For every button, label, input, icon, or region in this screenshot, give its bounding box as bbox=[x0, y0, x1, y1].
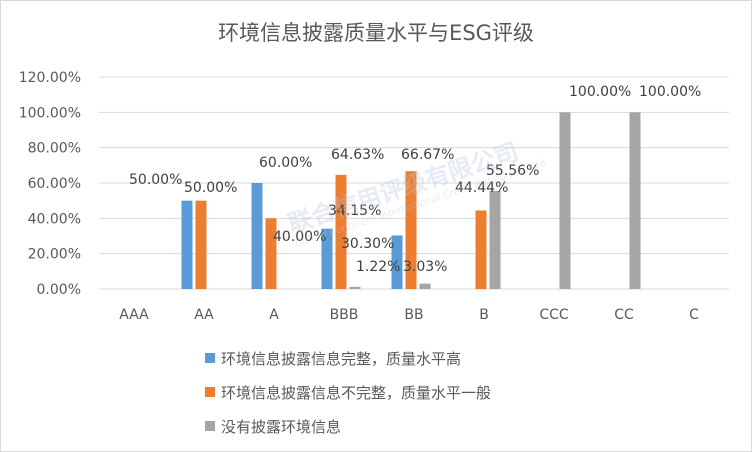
y-tick-label: 0.00% bbox=[37, 282, 81, 298]
legend-swatch bbox=[205, 353, 215, 363]
bar bbox=[195, 200, 207, 289]
legend-swatch bbox=[205, 387, 215, 397]
legend: 环境信息披露信息完整，质量水平高环境信息披露信息不完整，质量水平一般 没有披露环境… bbox=[205, 341, 491, 443]
bar bbox=[349, 286, 361, 289]
data-label: 1.22% bbox=[356, 259, 400, 275]
bar bbox=[321, 228, 333, 289]
chart-title: 环境信息披露质量水平与ESG评级 bbox=[218, 21, 534, 45]
bar bbox=[265, 218, 277, 289]
bar bbox=[475, 210, 487, 289]
data-label: 44.44% bbox=[455, 180, 508, 196]
bar bbox=[391, 235, 403, 289]
legend-label: 环境信息披露信息不完整，质量水平一般 bbox=[221, 383, 492, 402]
bar bbox=[335, 174, 347, 289]
data-label: 30.30% bbox=[341, 236, 394, 252]
bar bbox=[559, 112, 571, 289]
bar bbox=[251, 183, 263, 289]
data-label: 40.00% bbox=[273, 229, 326, 245]
data-label: 3.03% bbox=[403, 259, 447, 275]
y-tick-label: 80.00% bbox=[28, 141, 81, 157]
bar bbox=[629, 112, 641, 289]
data-label: 34.15% bbox=[328, 203, 381, 219]
bar bbox=[405, 171, 417, 289]
data-label: 66.67% bbox=[401, 147, 454, 163]
x-tick-label: C bbox=[689, 307, 699, 323]
bar bbox=[489, 190, 501, 289]
x-tick-label: BB bbox=[404, 307, 423, 323]
data-label: 60.00% bbox=[259, 155, 312, 171]
legend-item: 没有披露环境信息 bbox=[205, 409, 491, 443]
legend-swatch bbox=[205, 421, 215, 431]
plot-area: 0.00% 20.00% 40.00% 60.00% 80.00% 100.00% 120.… bbox=[19, 70, 729, 323]
data-label: 100.00% bbox=[569, 84, 631, 100]
legend-item: 环境信息披露信息完整，质量水平高 bbox=[205, 341, 491, 375]
data-label: 64.63% bbox=[331, 147, 384, 163]
legend-label: 没有披露环境信息 bbox=[221, 417, 342, 436]
data-label: 50.00% bbox=[129, 172, 182, 188]
x-tick-label: AA bbox=[194, 307, 214, 323]
x-tick-label: CC bbox=[614, 307, 634, 323]
y-tick-label: 100.00% bbox=[19, 105, 81, 121]
bar bbox=[181, 200, 193, 289]
x-tick-label: B bbox=[479, 307, 489, 323]
y-tick-label: 60.00% bbox=[28, 176, 81, 192]
legend-label: 环境信息披露信息完整，质量水平高 bbox=[221, 349, 462, 368]
x-tick-label: AAA bbox=[119, 307, 149, 323]
y-tick-label: 40.00% bbox=[28, 211, 81, 227]
x-tick-label: CCC bbox=[539, 307, 569, 323]
y-tick-label: 20.00% bbox=[28, 247, 81, 263]
y-tick-label: 120.00% bbox=[19, 70, 81, 86]
legend-item: 环境信息披露信息不完整，质量水平一般 bbox=[205, 375, 491, 409]
x-tick-label: A bbox=[269, 307, 279, 323]
data-label: 100.00% bbox=[639, 84, 701, 100]
data-label: 55.56% bbox=[486, 163, 539, 179]
data-label: 50.00% bbox=[184, 180, 237, 196]
bar bbox=[419, 283, 431, 289]
x-tick-label: BBB bbox=[330, 307, 359, 323]
